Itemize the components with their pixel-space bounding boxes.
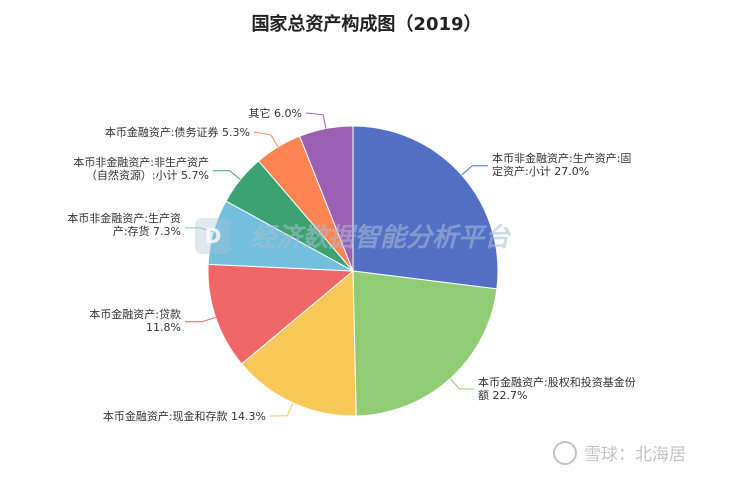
slice-labels: 本币非金融资产:生产资产:固定资产:小计 27.0% 本币金融资产:股权和投资基金…: [67, 106, 635, 423]
xueqiu-logo-icon: [553, 441, 577, 465]
slice-label-line: 11.8%: [146, 321, 181, 334]
slice-label-8: 其它 6.0%: [249, 106, 302, 120]
pie-slice-1: [352, 125, 499, 290]
slice-label-line: 本币金融资产:现金和存款 14.3%: [103, 409, 266, 423]
slice-label-5: 本币非金融资产:生产资产:存货 7.3%: [67, 211, 181, 238]
slice-label-line: 本币金融资产:债务证券 5.3%: [105, 125, 250, 139]
pie-slice-3: [240, 269, 357, 417]
slice-label-2: 本币金融资产:股权和投资基金份额 22.7%: [478, 375, 636, 402]
pie-slices: [207, 125, 499, 417]
watermark-logo-letter: D: [205, 224, 222, 248]
xueqiu-text: 雪球：北海居: [584, 445, 686, 465]
leader-line-2: [449, 378, 474, 390]
pie-slice-4: [207, 263, 355, 365]
chart-title: 国家总资产构成图（2019）: [251, 14, 482, 35]
slice-label-7: 本币金融资产:债务证券 5.3%: [105, 125, 250, 139]
slice-label-line: 本币非金融资产:生产资产:固: [492, 151, 631, 165]
watermark-text: 经济数据智能分析平台: [250, 223, 512, 253]
pie-slice-2: [352, 270, 498, 417]
leader-line-8: [305, 112, 327, 129]
slice-label-1: 本币非金融资产:生产资产:固定资产:小计 27.0%: [492, 151, 631, 178]
slice-label-line: 定资产:小计 27.0%: [492, 164, 589, 178]
leader-line-4: [185, 316, 216, 323]
slice-label-line: 产:存货 7.3%: [113, 224, 181, 238]
slice-label-line: 本币金融资产:股权和投资基金份: [478, 375, 636, 389]
leader-line-6: [213, 170, 241, 180]
leader-line-7: [253, 131, 279, 148]
watermark: D 经济数据智能分析平台: [195, 218, 512, 254]
leader-line-3: [269, 402, 294, 417]
slice-label-line: 其它 6.0%: [249, 106, 302, 120]
slice-label-line: 本币非金融资产:生产资: [67, 211, 181, 225]
slice-label-line: （自然资源）:小计 5.7%: [86, 168, 209, 182]
slice-label-line: 本币非金融资产:非生产资产: [73, 155, 209, 169]
xueqiu-watermark: 雪球：北海居: [553, 441, 686, 465]
leader-line-5: [185, 227, 214, 233]
slice-label-6: 本币非金融资产:非生产资产（自然资源）:小计 5.7%: [73, 155, 209, 182]
slice-label-4: 本币金融资产:贷款 11.8%: [89, 307, 181, 334]
slice-label-line: 本币金融资产:贷款: [89, 307, 181, 321]
slice-label-line: 额 22.7%: [478, 389, 527, 402]
watermark-logo-icon: [195, 218, 231, 254]
leader-lines: [185, 112, 488, 417]
leader-line-1: [461, 165, 488, 176]
slice-label-3: 本币金融资产:现金和存款 14.3%: [103, 409, 266, 423]
